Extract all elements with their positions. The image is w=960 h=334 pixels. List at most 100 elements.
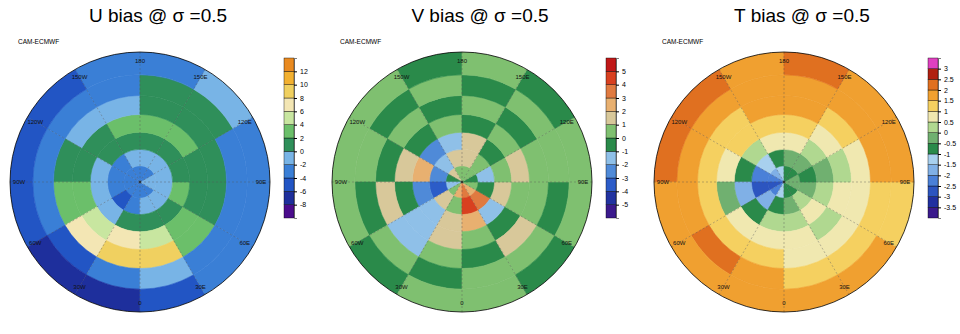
- cell: [10, 182, 47, 247]
- map: 180150E120E90E60E30E030W60W90W120W150W: [332, 52, 592, 312]
- lon-label: 30W: [395, 284, 408, 290]
- subtitle: CAM-ECMWF: [340, 38, 381, 45]
- colorbar-tick-mark: [938, 79, 941, 80]
- colorbar-box: [606, 205, 616, 218]
- colorbar-tick-label: 0: [944, 129, 948, 136]
- colorbar-tick: -6: [294, 188, 306, 195]
- cell: [784, 52, 849, 89]
- lon-label: 180: [457, 58, 468, 64]
- lon-label: 180: [135, 58, 146, 64]
- meridian: [10, 182, 140, 183]
- lon-label: 90W: [13, 179, 26, 185]
- colorbar-tick-mark: [938, 175, 941, 176]
- cell: [877, 117, 914, 182]
- colorbar-tick: 0: [294, 148, 304, 155]
- cell: [194, 69, 253, 128]
- colorbar-tick: 0.5: [938, 119, 954, 126]
- colorbar: -3.5-3-2.5-2-1.5-1-0.500.511.522.53: [928, 58, 956, 219]
- meridian: [784, 182, 785, 312]
- cell: [654, 182, 691, 247]
- colorbar-tick-label: -1.5: [944, 161, 956, 168]
- colorbar-tick-mark: [938, 207, 941, 208]
- colorbar-tick-mark: [938, 133, 941, 134]
- colorbar-tick: 0: [938, 129, 948, 136]
- cell: [462, 52, 527, 89]
- colorbar-tick-mark: [616, 98, 619, 99]
- lon-label: 120W: [27, 119, 43, 125]
- cell: [516, 236, 575, 295]
- colorbar-tick-mark: [938, 122, 941, 123]
- colorbar-tick-mark: [616, 178, 619, 179]
- colorbar-tick: 10: [294, 81, 308, 88]
- colorbar-box: [928, 69, 938, 80]
- colorbar-tick-mark: [294, 71, 297, 72]
- colorbar-tick: 1.5: [938, 97, 954, 104]
- colorbar-tick: 2: [294, 135, 304, 142]
- colorbar-tick-label: 8: [300, 95, 304, 102]
- colorbar-tick: 5: [616, 68, 626, 75]
- cell: [194, 236, 253, 295]
- colorbar-tick: -4: [616, 188, 628, 195]
- lon-label: 30W: [717, 284, 730, 290]
- colorbar-tick-label: 4: [622, 81, 626, 88]
- colorbar-tick-label: 0: [622, 135, 626, 142]
- cell: [397, 275, 462, 312]
- colorbar-tick-mark: [294, 165, 297, 166]
- colorbar-tick: -2.5: [938, 183, 956, 190]
- meridian: [462, 52, 463, 182]
- colorbar-box: [284, 111, 294, 124]
- colorbar-tick-mark: [616, 111, 619, 112]
- colorbar-tick: -5: [616, 201, 628, 208]
- lon-label: 150W: [716, 74, 732, 80]
- colorbar-box: [606, 178, 616, 191]
- colorbar-box: [284, 151, 294, 164]
- colorbar-tick: 12: [294, 68, 308, 75]
- colorbar-tick-label: 4: [300, 121, 304, 128]
- colorbar-tick-label: -2: [300, 161, 306, 168]
- meridian: [349, 182, 462, 247]
- meridian: [784, 52, 785, 182]
- colorbar-tick-mark: [294, 205, 297, 206]
- cell: [233, 182, 270, 247]
- colorbar-tick-label: -2.5: [944, 183, 956, 190]
- meridian: [462, 182, 592, 183]
- cell: [332, 117, 369, 182]
- colorbar-tick: 3: [938, 65, 948, 72]
- meridian: [462, 69, 527, 182]
- colorbar-tick-mark: [294, 191, 297, 192]
- lon-label: 90E: [578, 179, 589, 185]
- colorbar-tick: -3: [938, 193, 950, 200]
- lon-label: 60E: [883, 240, 894, 246]
- colorbar-tick: 3: [616, 95, 626, 102]
- meridian: [397, 69, 462, 182]
- meridian: [671, 117, 784, 182]
- colorbar-tick-mark: [294, 138, 297, 139]
- title: U bias @ σ =0.5: [89, 5, 227, 26]
- lon-label: 0: [782, 300, 786, 306]
- meridian: [140, 117, 253, 182]
- colorbar-tick-mark: [938, 101, 941, 102]
- meridian: [75, 182, 140, 295]
- colorbar-tick-label: -3.5: [944, 204, 956, 211]
- colorbar-tick-mark: [616, 138, 619, 139]
- colorbar-box: [284, 138, 294, 151]
- subtitle: CAM-ECMWF: [662, 38, 703, 45]
- meridian: [719, 182, 784, 295]
- colorbar-tick-label: 12: [300, 68, 308, 75]
- lon-label: 60W: [29, 240, 42, 246]
- colorbar-tick: -1.5: [938, 161, 956, 168]
- meridian: [462, 182, 575, 247]
- cell: [462, 275, 527, 312]
- colorbar: -8-6-4-2024681012: [284, 58, 308, 219]
- meridian: [671, 182, 784, 247]
- colorbar-axis: -5-4-3-2-1012345: [616, 59, 628, 219]
- cell: [10, 117, 47, 182]
- colorbar-tick-label: -5: [622, 201, 628, 208]
- cell: [555, 182, 592, 247]
- meridian: [349, 117, 462, 182]
- subtitle: CAM-ECMWF: [18, 38, 59, 45]
- colorbar-tick-label: -3: [944, 193, 950, 200]
- colorbar-tick-label: -4: [300, 175, 306, 182]
- colorbar-tick: 2: [938, 87, 948, 94]
- frame: [332, 52, 592, 312]
